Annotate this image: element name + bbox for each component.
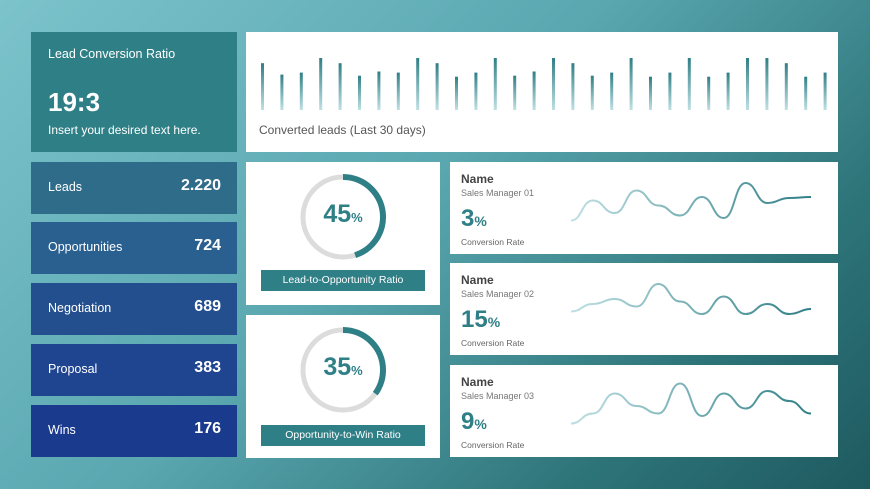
funnel-label: Opportunities bbox=[48, 240, 123, 254]
bar bbox=[455, 76, 458, 110]
conversion-rate-caption: Conversion Rate bbox=[461, 338, 525, 348]
bar bbox=[590, 75, 594, 110]
lead-to-opportunity-label: Lead-to-Opportunity Ratio bbox=[261, 270, 425, 291]
manager-role: Sales Manager 02 bbox=[461, 289, 535, 299]
funnel-label: Negotiation bbox=[48, 301, 112, 315]
bar bbox=[358, 75, 361, 110]
trend-line bbox=[570, 382, 812, 425]
funnel-label: Wins bbox=[48, 423, 76, 437]
funnel-row-negotiation: Negotiation 689 bbox=[31, 283, 237, 335]
bar bbox=[765, 58, 769, 110]
opportunity-to-win-label: Opportunity-to-Win Ratio bbox=[261, 425, 425, 446]
bar bbox=[396, 72, 400, 110]
funnel-label: Proposal bbox=[48, 362, 98, 376]
kpi-title: Lead Conversion Ratio bbox=[48, 47, 176, 61]
bar bbox=[532, 71, 536, 110]
bar bbox=[629, 58, 633, 110]
bar bbox=[804, 76, 808, 110]
donut-progress bbox=[300, 174, 386, 260]
kpi-value: 19:3 bbox=[48, 87, 101, 117]
kpi-subtitle: Insert your desired text here. bbox=[48, 123, 201, 137]
trend-path bbox=[570, 181, 812, 222]
bar bbox=[784, 63, 788, 110]
conversion-rate-value: 9% bbox=[461, 408, 487, 435]
funnel-row-proposal: Proposal 383 bbox=[31, 344, 237, 396]
manager-role: Sales Manager 03 bbox=[461, 391, 535, 401]
bar bbox=[707, 76, 711, 110]
bar bbox=[416, 58, 420, 110]
manager-name: Name bbox=[461, 172, 494, 186]
trend-line bbox=[570, 181, 812, 222]
trend-path bbox=[570, 282, 812, 316]
opportunity-to-win-card: 35% Opportunity-to-Win Ratio bbox=[246, 315, 440, 458]
conversion-rate-value: 15% bbox=[461, 306, 501, 333]
bar bbox=[552, 58, 555, 110]
lead-conversion-card: Lead Conversion Ratio 19:3 Insert your d… bbox=[31, 32, 237, 152]
conversion-rate-value: 3% bbox=[461, 205, 487, 232]
funnel-row-wins: Wins 176 bbox=[31, 405, 237, 457]
bar bbox=[319, 58, 323, 110]
funnel-value: 383 bbox=[194, 359, 221, 376]
manager-name: Name bbox=[461, 273, 494, 287]
trend-path bbox=[570, 382, 812, 425]
bar bbox=[668, 72, 672, 110]
bar bbox=[261, 63, 264, 110]
bar bbox=[299, 72, 303, 110]
bar bbox=[649, 76, 652, 110]
bar bbox=[571, 63, 575, 110]
trend-line bbox=[570, 282, 812, 316]
bar-chart-label: Converted leads (Last 30 days) bbox=[259, 123, 426, 137]
bar bbox=[493, 58, 497, 110]
bar bbox=[610, 72, 614, 110]
bar bbox=[435, 63, 439, 110]
bar bbox=[474, 72, 478, 110]
bar bbox=[746, 58, 749, 110]
lead-to-opportunity-card: 45% Lead-to-Opportunity Ratio bbox=[246, 162, 440, 305]
funnel-value: 176 bbox=[194, 420, 221, 437]
manager-role: Sales Manager 01 bbox=[461, 188, 535, 198]
manager-card-02: Name Sales Manager 02 15% Conversion Rat… bbox=[450, 263, 838, 355]
bar bbox=[513, 75, 517, 110]
bar bbox=[687, 58, 691, 110]
funnel-row-leads: Leads 2.220 bbox=[31, 162, 237, 214]
funnel-value: 724 bbox=[194, 237, 221, 254]
funnel-label: Leads bbox=[48, 180, 83, 194]
funnel-value: 689 bbox=[194, 298, 221, 315]
bar bbox=[726, 72, 730, 110]
conversion-rate-caption: Conversion Rate bbox=[461, 237, 525, 247]
donut-ring bbox=[300, 327, 386, 413]
bar bbox=[280, 74, 284, 110]
bar bbox=[377, 71, 381, 110]
bar bbox=[338, 63, 342, 110]
funnel-row-opportunities: Opportunities 724 bbox=[31, 222, 237, 274]
manager-name: Name bbox=[461, 375, 494, 389]
bar bbox=[823, 72, 827, 110]
funnel-value: 2.220 bbox=[180, 177, 221, 194]
converted-leads-chart: Converted leads (Last 30 days) bbox=[246, 32, 838, 152]
bar-chart-svg bbox=[261, 58, 827, 110]
donut-ring bbox=[300, 174, 386, 260]
donut-progress bbox=[300, 327, 386, 413]
manager-card-01: Name Sales Manager 01 3% Conversion Rate bbox=[450, 162, 838, 254]
donut-percent: 45% bbox=[323, 200, 363, 228]
donut-percent: 35% bbox=[323, 353, 363, 381]
manager-card-03: Name Sales Manager 03 9% Conversion Rate bbox=[450, 365, 838, 457]
conversion-rate-caption: Conversion Rate bbox=[461, 440, 525, 450]
